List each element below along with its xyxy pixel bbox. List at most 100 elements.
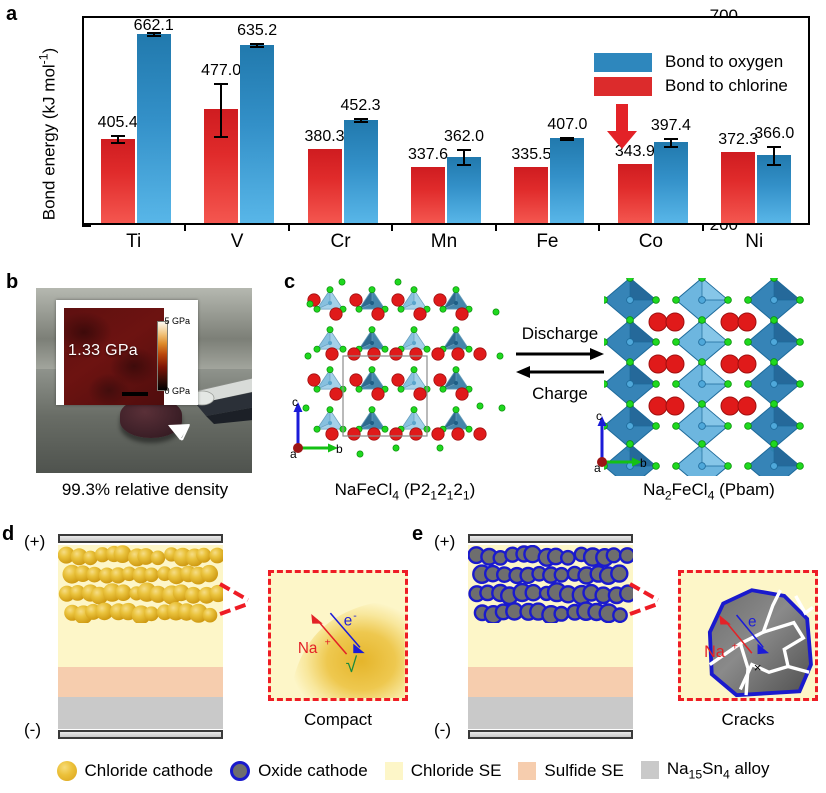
chloride-cathode-particle (69, 585, 86, 601)
na-ion (431, 347, 445, 361)
chloride-cathode-particle (184, 586, 202, 604)
na2fecl4-structure-diagram (604, 278, 804, 476)
bar-value-ti-chlorine: 405.4 (97, 114, 138, 132)
fe-highlight-arrow-icon (607, 104, 637, 149)
panel-c-crystal-structures: c c b a NaFeCl4 (P212121) Discharge (282, 268, 826, 520)
hardness-colorbar (157, 321, 168, 391)
legend-item-alloy: Na15Sn4 alloy (640, 759, 770, 782)
x-tickmark-fe (598, 223, 601, 231)
legend-label-sulfide-se: Sulfide SE (544, 760, 624, 780)
chloride-cathode-particle (121, 566, 137, 582)
na-ion (720, 354, 740, 374)
panel-d-cathode-particles (58, 545, 223, 623)
bar-fe-chlorine (514, 167, 549, 223)
fecl6-octahedron (604, 358, 660, 410)
x-tickmark-v (287, 223, 290, 231)
na-ion (433, 373, 447, 387)
hardness-value-label: 1.33 GPa (68, 342, 139, 359)
errorbar-cap-v-ox-upper (250, 43, 265, 46)
fecl4-tetrahedron (439, 326, 473, 353)
chloride-cathode-particle (209, 584, 223, 603)
panel-a-bar-chart: a Bond energy (kJ mol-1) 700 600 500 400… (0, 0, 826, 268)
cl-ion (392, 444, 400, 452)
cl-ion (496, 352, 504, 360)
panel-d-negative-label: (-) (24, 720, 41, 739)
errorbar-cap-co-ox-lower (663, 145, 678, 148)
errorbar-cap-mn-ox-upper (457, 149, 471, 152)
na-ion (329, 307, 343, 321)
panel-d-zoom-connector (219, 582, 249, 616)
bar-ni-oxygen (757, 154, 792, 223)
panel-d-alloy-layer (58, 697, 223, 729)
chloride-cathode-particle (189, 603, 208, 623)
na-ion (455, 387, 469, 401)
oxide-cathode-particle (612, 607, 628, 623)
na-ion (473, 427, 487, 441)
errorbar-cap-co-ox-upper (663, 138, 678, 141)
figure-bottom-legend: Chloride cathode Oxide cathode Chloride … (0, 748, 826, 793)
fecl4-tetrahedron (313, 326, 347, 353)
fecl6-octahedron (744, 358, 804, 410)
cl-ion (304, 352, 312, 360)
errorbar-cap-ti-ox-upper (146, 32, 161, 35)
panel-e-cell-stack (468, 534, 633, 739)
panel-d-zoom-inset: Na + e - √ (268, 570, 408, 701)
x-tickmark-cr (391, 223, 394, 231)
panel-d-compact-cell: d (+) (-) (0, 522, 416, 744)
panel-e-negative-label: (-) (434, 720, 451, 739)
fecl4-tetrahedron (355, 366, 389, 393)
bar-value-v-chlorine: 477.0 (201, 62, 242, 80)
svg-text:e: e (344, 612, 352, 629)
nanoindentation-inset: 1.33 GPa 5 GPa 0 GPa (56, 300, 198, 405)
na-ion (648, 354, 668, 374)
blue-outlined-sphere-icon (230, 760, 251, 781)
bar-value-ni-oxygen: 366.0 (754, 124, 795, 142)
errorbar-cap-ti-ox-lower (146, 34, 161, 37)
na-ion (451, 427, 465, 441)
na-ion (455, 307, 469, 321)
x-category-label-ti: Ti (126, 231, 142, 252)
reaction-label-charge: Charge (532, 384, 588, 403)
chloride-cathode-particle (144, 567, 159, 583)
errorbar-ti-cl (116, 135, 119, 143)
reaction-arrows-group: Discharge Charge (514, 324, 606, 408)
fecl4-tetrahedron (439, 286, 473, 313)
x-category-label-v: V (230, 231, 244, 252)
chloride-cathode-particle (98, 567, 115, 584)
panel-e-positive-label: (+) (434, 532, 456, 551)
na-ion (391, 293, 405, 307)
colorbar-max-label: 5 GPa (164, 316, 190, 326)
bar-co-chlorine (617, 164, 652, 223)
legend-label-alloy: Na15Sn4 alloy (666, 759, 770, 782)
nafecl4-structure-diagram (302, 278, 506, 458)
panel-e-cathode-current-collector (468, 534, 633, 543)
svg-text:+: + (325, 638, 331, 649)
na-ion (665, 354, 685, 374)
svg-text:-: - (353, 611, 357, 622)
legend-label-chloride-se: Chloride SE (410, 760, 502, 780)
na-ion (720, 312, 740, 332)
bar-value-ni-chlorine: 372.3 (718, 131, 759, 149)
chloride-cathode-particle (200, 564, 218, 583)
fecl6-octahedron (744, 278, 804, 326)
panel-label-c: c (284, 271, 296, 293)
oxide-cathode-particle-group (468, 545, 633, 623)
cl-ion (306, 300, 314, 308)
cl-ion (356, 450, 364, 458)
na-ion (413, 307, 427, 321)
panel-e-zoom-connector (629, 582, 659, 616)
bar-ti-oxygen (136, 33, 171, 223)
chloride-cathode-particle (149, 585, 167, 603)
panel-d-positive-label: (+) (24, 532, 46, 551)
x-tickmark-co (701, 223, 704, 231)
bar-value-fe-oxygen: 407.0 (547, 115, 588, 133)
bar-value-cr-chlorine: 380.3 (304, 128, 345, 146)
panel-e-anode-current-collector (468, 730, 633, 739)
svg-text:c: c (596, 410, 602, 423)
na-ion (367, 347, 381, 361)
panel-b-caption: 99.3% relative density (61, 480, 229, 499)
na-ion (347, 347, 361, 361)
na-ion (413, 387, 427, 401)
legend-item-sulfide-se: Sulfide SE (518, 760, 624, 781)
legend-entry-oxygen: Bond to oxygen (594, 52, 788, 72)
